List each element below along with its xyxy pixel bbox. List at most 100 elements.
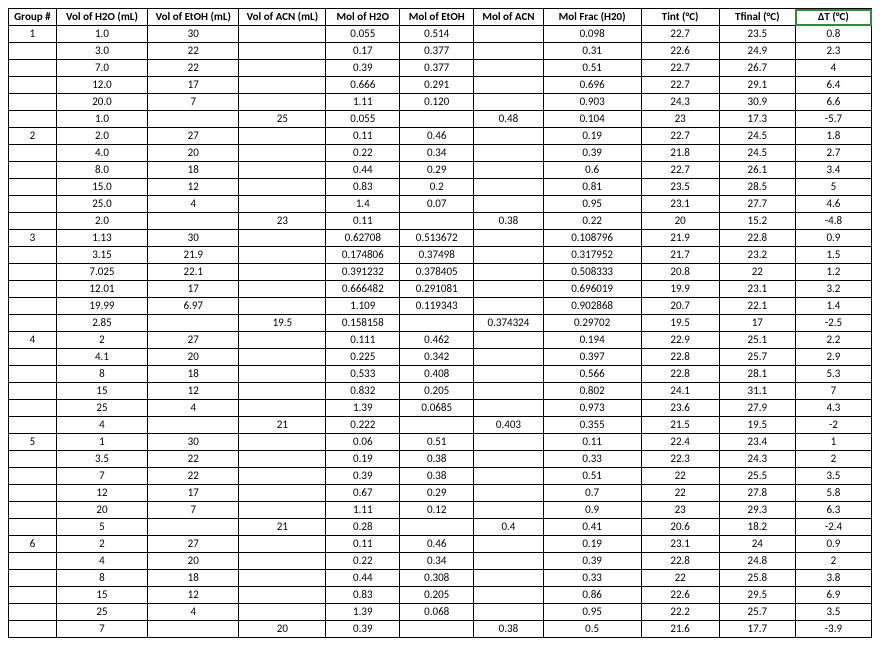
cell-molEtOH: 0.513672 [400, 230, 474, 247]
cell-molFrac: 0.9 [543, 502, 641, 519]
cell-molFrac: 0.86 [543, 587, 641, 604]
cell-volH2O: 20 [56, 502, 147, 519]
cell-volACN [239, 434, 326, 451]
cell-dT: -2.5 [795, 315, 871, 332]
cell-dT: 1.5 [795, 247, 871, 264]
cell-molFrac: 0.903 [543, 94, 641, 111]
cell-molH2O: 0.666 [326, 77, 400, 94]
cell-molEtOH [400, 315, 474, 332]
cell-group [9, 587, 57, 604]
cell-tfinal: 25.8 [719, 570, 795, 587]
cell-group [9, 519, 57, 536]
cell-volACN [239, 400, 326, 417]
cell-molFrac: 0.39 [543, 553, 641, 570]
cell-molEtOH [400, 621, 474, 638]
cell-molFrac: 0.95 [543, 604, 641, 621]
cell-volEtOH: 22.1 [148, 264, 239, 281]
cell-molFrac: 0.696 [543, 77, 641, 94]
cell-volH2O: 5 [56, 519, 147, 536]
cell-tint: 23.1 [641, 196, 719, 213]
table-row: 15120.8320.2050.80224.131.17 [9, 383, 872, 400]
cell-volH2O: 7 [56, 621, 147, 638]
cell-tfinal: 22.1 [719, 298, 795, 315]
cell-molFrac: 0.39 [543, 145, 641, 162]
table-row: 7.02522.10.3912320.3784050.50833320.8221… [9, 264, 872, 281]
cell-tint: 23.1 [641, 536, 719, 553]
cell-molACN [474, 94, 544, 111]
table-row: 5210.280.40.4120.618.2-2.4 [9, 519, 872, 536]
col-header-dT: ΔT (°C) [795, 9, 871, 26]
cell-molFrac: 0.508333 [543, 264, 641, 281]
cell-molEtOH: 0.37498 [400, 247, 474, 264]
cell-volEtOH: 17 [148, 77, 239, 94]
cell-tint: 22.7 [641, 162, 719, 179]
cell-molACN [474, 332, 544, 349]
table-row: 22.0270.110.460.1922.724.51.8 [9, 128, 872, 145]
cell-volACN: 21 [239, 519, 326, 536]
cell-molEtOH: 0.38 [400, 468, 474, 485]
cell-volEtOH: 12 [148, 587, 239, 604]
cell-molH2O: 0.533 [326, 366, 400, 383]
cell-molH2O: 1.4 [326, 196, 400, 213]
cell-molFrac: 0.29702 [543, 315, 641, 332]
cell-volEtOH [148, 315, 239, 332]
cell-tfinal: 27.8 [719, 485, 795, 502]
cell-molH2O: 1.39 [326, 400, 400, 417]
cell-group [9, 264, 57, 281]
cell-group [9, 451, 57, 468]
cell-volEtOH: 30 [148, 26, 239, 43]
cell-volACN [239, 196, 326, 213]
cell-volEtOH: 18 [148, 366, 239, 383]
cell-molH2O: 0.225 [326, 349, 400, 366]
cell-group: 4 [9, 332, 57, 349]
cell-volEtOH [148, 213, 239, 230]
cell-volEtOH: 27 [148, 332, 239, 349]
cell-group [9, 162, 57, 179]
cell-molFrac: 0.51 [543, 468, 641, 485]
cell-volACN [239, 536, 326, 553]
cell-group [9, 145, 57, 162]
table-row: 25.041.40.070.9523.127.74.6 [9, 196, 872, 213]
cell-tint: 22.7 [641, 128, 719, 145]
cell-volACN [239, 298, 326, 315]
cell-dT: 0.9 [795, 230, 871, 247]
cell-volACN [239, 451, 326, 468]
cell-volACN: 19.5 [239, 315, 326, 332]
cell-molEtOH: 0.07 [400, 196, 474, 213]
cell-tint: 22 [641, 485, 719, 502]
cell-molACN [474, 400, 544, 417]
cell-tfinal: 18.2 [719, 519, 795, 536]
cell-molACN: 0.38 [474, 621, 544, 638]
cell-molH2O: 0.67 [326, 485, 400, 502]
cell-group [9, 247, 57, 264]
cell-molH2O: 0.174806 [326, 247, 400, 264]
cell-tint: 22.7 [641, 60, 719, 77]
col-header-volH2O: Vol of H2O (mL) [56, 9, 147, 26]
cell-molACN [474, 281, 544, 298]
cell-molH2O: 0.055 [326, 26, 400, 43]
cell-dT: 6.6 [795, 94, 871, 111]
cell-volACN: 20 [239, 621, 326, 638]
cell-molH2O: 0.22 [326, 145, 400, 162]
table-row: 62270.110.460.1923.1240.9 [9, 536, 872, 553]
cell-molEtOH: 0.378405 [400, 264, 474, 281]
table-row: 1.0250.0550.480.1042317.3-5.7 [9, 111, 872, 128]
cell-molFrac: 0.802 [543, 383, 641, 400]
table-row: 12.01170.6664820.2910810.69601919.923.13… [9, 281, 872, 298]
table-row: 12.0170.6660.2910.69622.729.16.4 [9, 77, 872, 94]
cell-molFrac: 0.33 [543, 570, 641, 587]
cell-molACN [474, 366, 544, 383]
cell-volH2O: 25 [56, 400, 147, 417]
cell-molEtOH: 0.205 [400, 587, 474, 604]
cell-volACN [239, 264, 326, 281]
cell-tint: 22.6 [641, 587, 719, 604]
col-header-molEtOH: Mol of EtOH [400, 9, 474, 26]
cell-molACN [474, 196, 544, 213]
cell-tint: 20.6 [641, 519, 719, 536]
cell-molFrac: 0.33 [543, 451, 641, 468]
cell-tint: 21.8 [641, 145, 719, 162]
cell-molEtOH: 0.0685 [400, 400, 474, 417]
cell-molEtOH [400, 213, 474, 230]
cell-tint: 23.5 [641, 179, 719, 196]
cell-volACN: 23 [239, 213, 326, 230]
